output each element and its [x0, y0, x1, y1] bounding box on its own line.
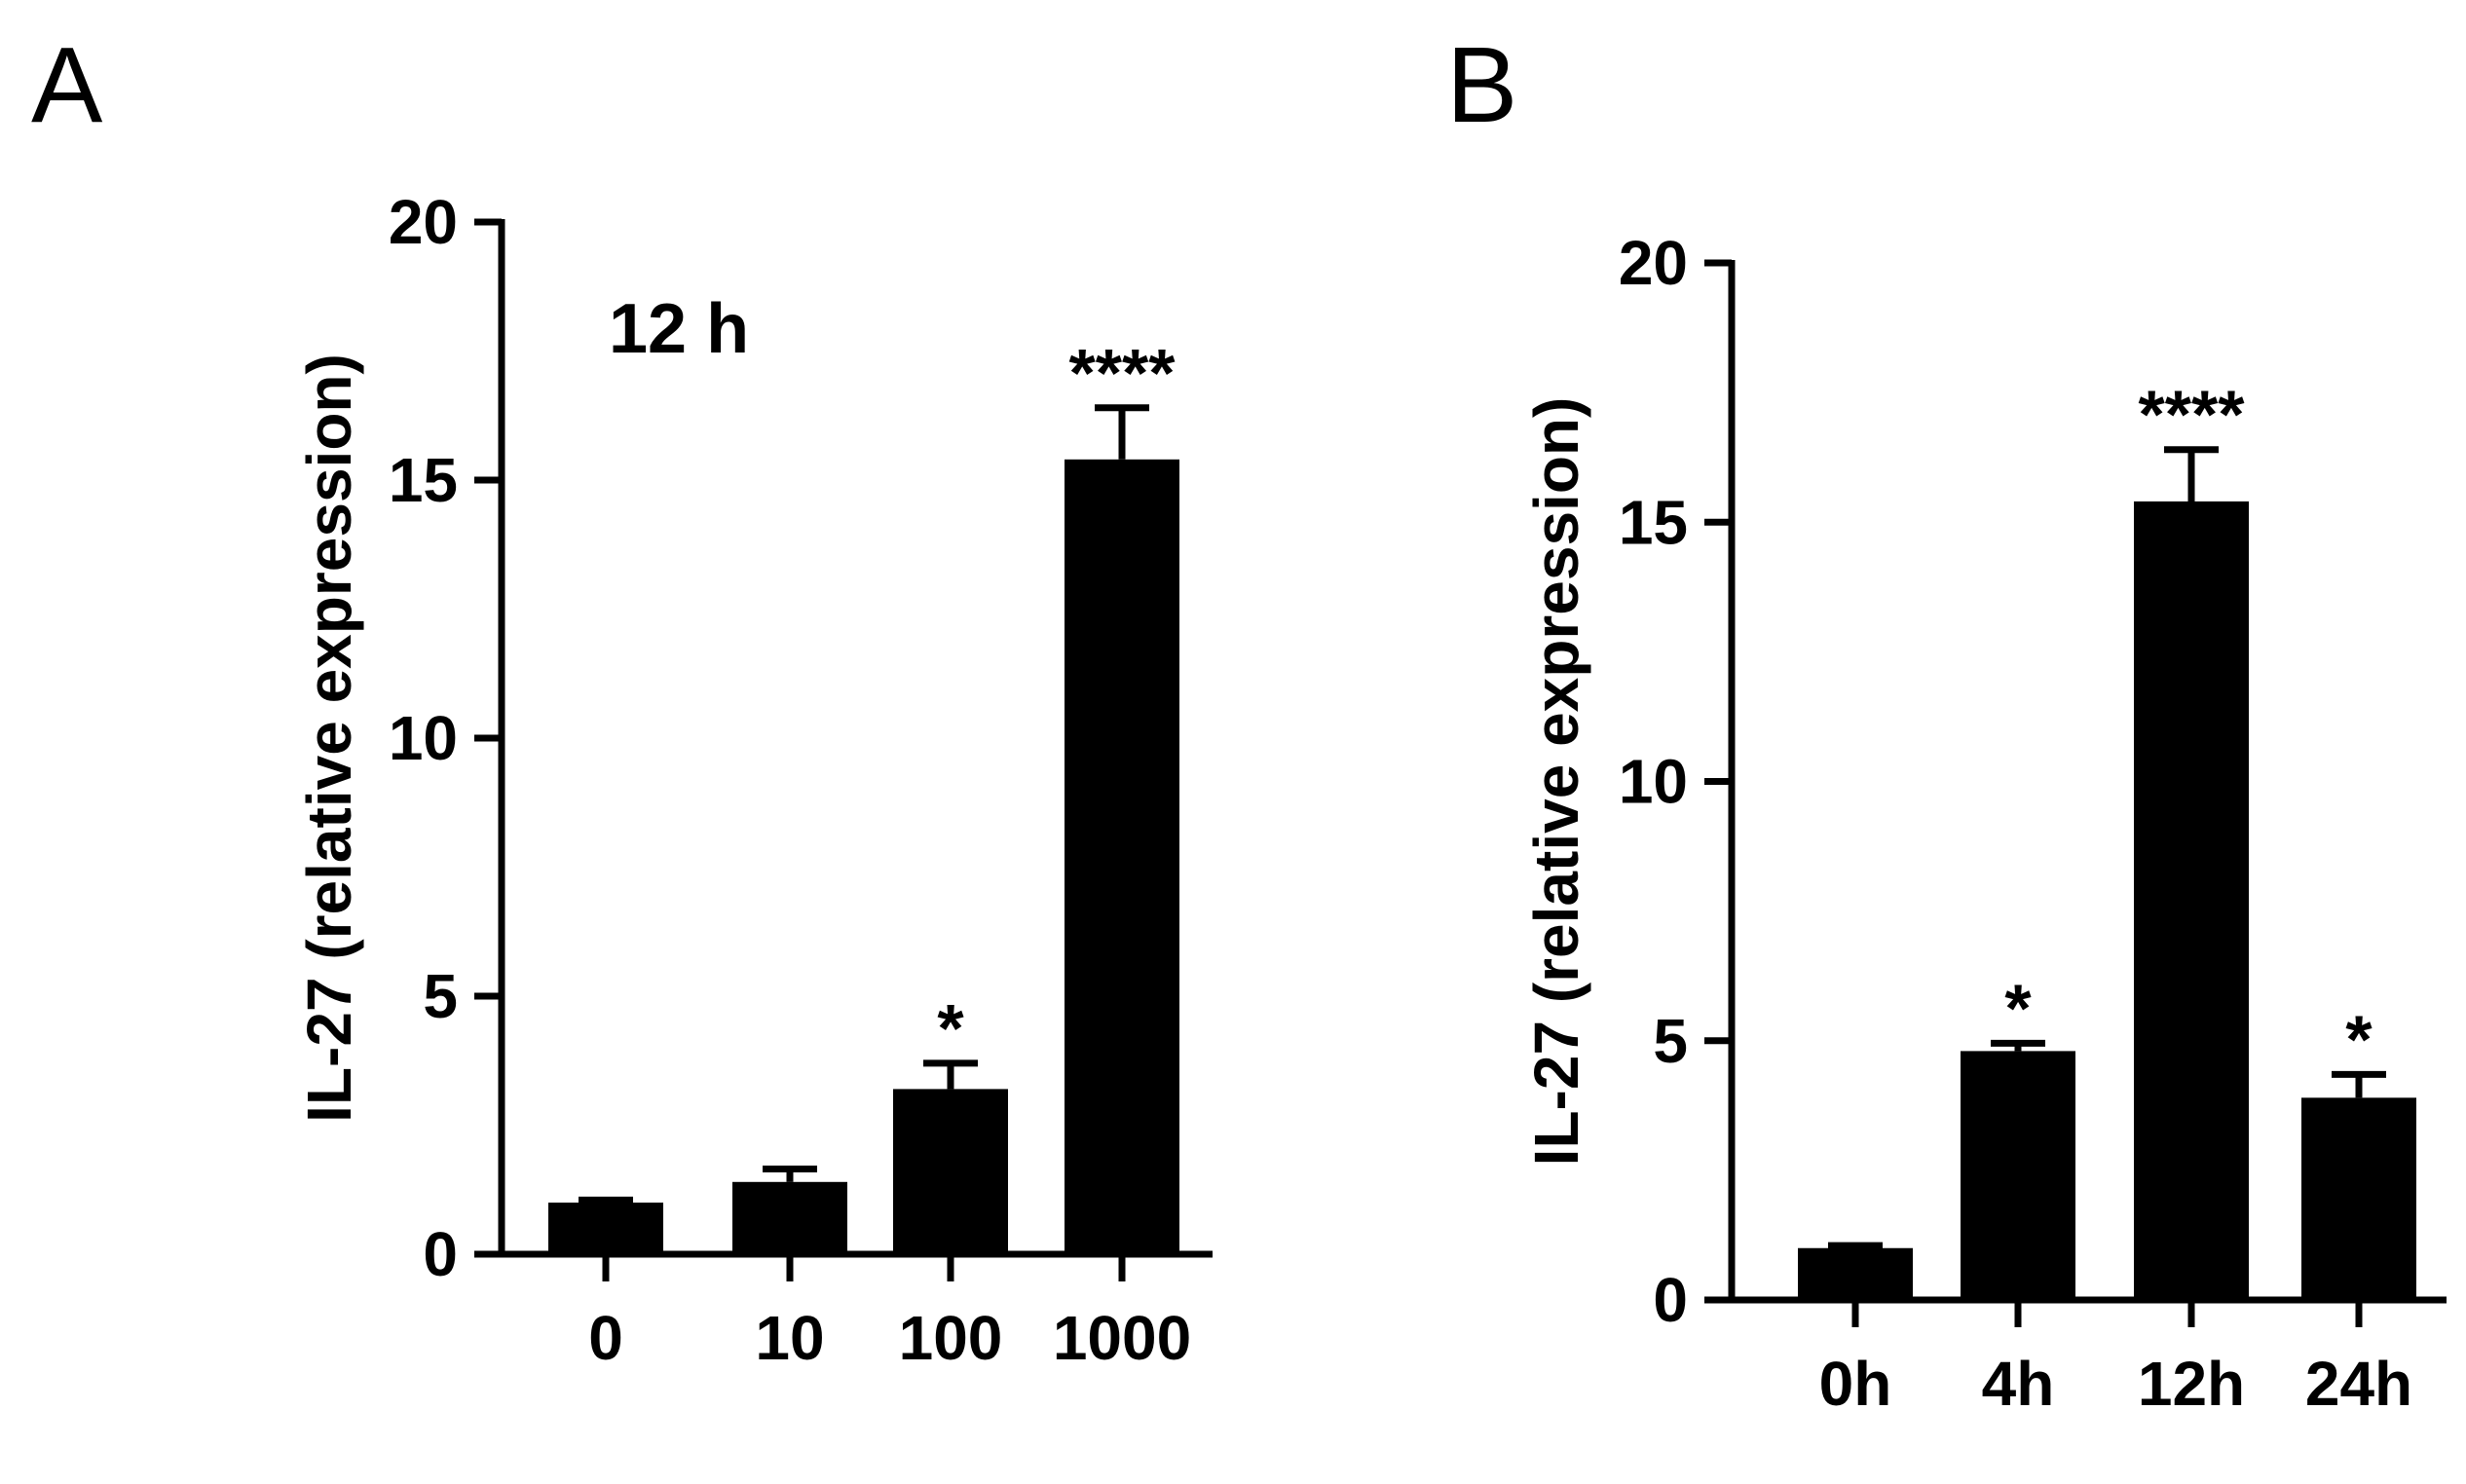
y-tick-label: 5 [423, 961, 458, 1031]
y-axis-title: IL-27 (relative expression) [1521, 397, 1591, 1167]
bar-0h [1798, 1247, 1913, 1300]
x-tick-label: 12h [2138, 1349, 2245, 1419]
x-tick-label: 4h [1982, 1349, 2055, 1419]
x-tick-label: 0h [1819, 1349, 1892, 1419]
y-tick-label: 0 [1653, 1265, 1688, 1335]
x-tick-label: 1000 [1053, 1303, 1191, 1373]
y-tick-label: 20 [389, 187, 458, 257]
chart-annotation: 12 h [609, 290, 749, 368]
significance-label: **** [1069, 335, 1177, 411]
significance-label: **** [2139, 377, 2246, 453]
bar-100 [893, 1089, 1008, 1254]
y-tick-label: 10 [1619, 747, 1688, 817]
y-tick-label: 15 [389, 445, 458, 515]
panel-letter-a: A [31, 25, 103, 145]
bar-12h [2134, 501, 2249, 1300]
bar-1000 [1065, 459, 1179, 1254]
y-axis-title: IL-27 (relative expression) [294, 353, 364, 1123]
significance-label: * [2004, 970, 2032, 1046]
significance-label: * [937, 990, 964, 1066]
bar-4h [1961, 1051, 2075, 1300]
y-tick-label: 5 [1653, 1006, 1688, 1076]
panel-letter-b: B [1446, 25, 1517, 145]
x-tick-label: 24h [2305, 1349, 2412, 1419]
significance-label: * [2345, 1001, 2373, 1077]
y-tick-label: 15 [1619, 487, 1688, 557]
bar-0 [548, 1203, 663, 1254]
y-tick-label: 10 [389, 703, 458, 773]
x-tick-label: 0 [588, 1303, 623, 1373]
chart-panel-a: 0 10 * 100 **** 1000 0 5 10 15 20 IL-27 (relative e… [294, 187, 1213, 1373]
x-tick-label: 100 [899, 1303, 1003, 1373]
y-tick-label: 0 [423, 1219, 458, 1289]
chart-panel-b: 0h * 4h **** 12h * 24h 0 5 10 15 20 IL-27 (relative … [1521, 228, 2447, 1419]
x-tick-label: 10 [755, 1303, 824, 1373]
y-tick-label: 20 [1619, 228, 1688, 298]
bar-24h [2301, 1097, 2416, 1300]
bar-10 [732, 1181, 847, 1254]
